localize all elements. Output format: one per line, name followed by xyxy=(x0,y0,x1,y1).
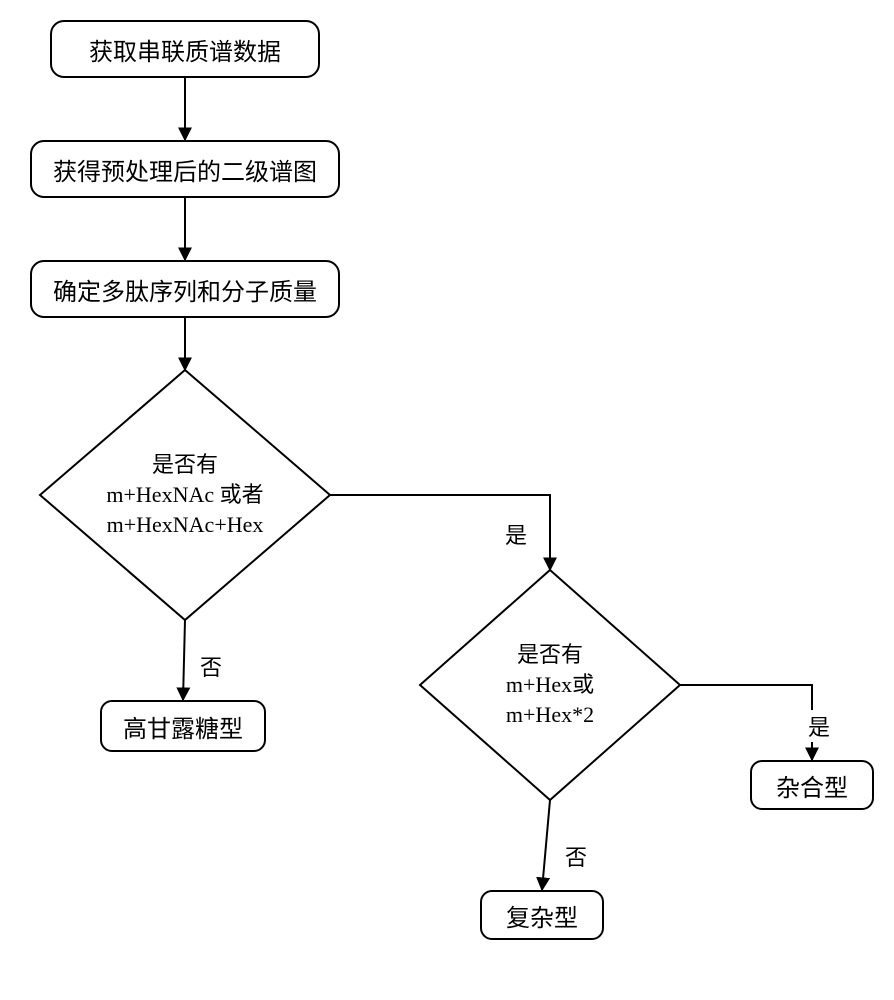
node-label: 确定多肽序列和分子质量 xyxy=(53,272,317,307)
decision-line: m+HexNAc 或者 xyxy=(106,480,263,510)
decision-line: m+Hex或 xyxy=(506,670,594,700)
edge-label: 否 xyxy=(565,840,587,872)
decision-label: 是否有 m+Hex或 m+Hex*2 xyxy=(420,570,680,800)
decision-line: 是否有 xyxy=(152,450,218,480)
decision-hex: 是否有 m+Hex或 m+Hex*2 xyxy=(420,570,680,800)
result-complex: 复杂型 xyxy=(480,890,604,940)
node-label: 复杂型 xyxy=(506,898,578,933)
edge-label: 是 xyxy=(505,518,527,550)
result-high-mannose: 高甘露糖型 xyxy=(100,700,266,752)
decision-line: m+Hex*2 xyxy=(506,700,594,730)
edge-label: 否 xyxy=(200,650,222,682)
edge xyxy=(542,800,550,890)
edge xyxy=(680,685,812,760)
result-hybrid: 杂合型 xyxy=(750,760,874,810)
node-acquire-ms-data: 获取串联质谱数据 xyxy=(50,20,320,78)
decision-label: 是否有 m+HexNAc 或者 m+HexNAc+Hex xyxy=(40,370,330,620)
node-label: 获得预处理后的二级谱图 xyxy=(53,152,317,187)
node-preprocessed-spectra: 获得预处理后的二级谱图 xyxy=(30,140,340,198)
decision-line: m+HexNAc+Hex xyxy=(107,510,264,540)
node-label: 高甘露糖型 xyxy=(123,709,243,744)
edge-label: 是 xyxy=(808,710,830,742)
node-peptide-sequence-mass: 确定多肽序列和分子质量 xyxy=(30,260,340,318)
node-label: 获取串联质谱数据 xyxy=(89,32,281,67)
edge xyxy=(183,620,185,700)
decision-hexnac: 是否有 m+HexNAc 或者 m+HexNAc+Hex xyxy=(40,370,330,620)
decision-line: 是否有 xyxy=(517,640,583,670)
node-label: 杂合型 xyxy=(776,768,848,803)
